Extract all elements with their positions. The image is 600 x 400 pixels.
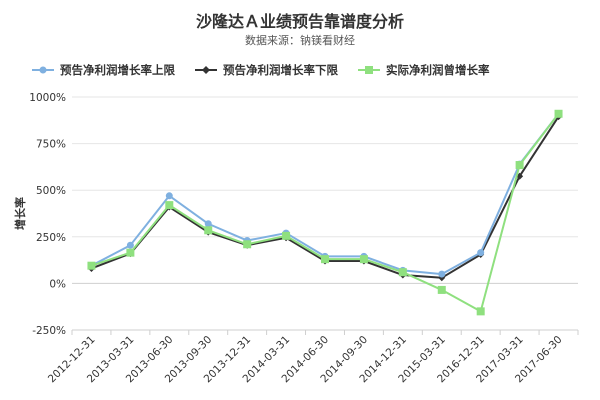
series-line-0 xyxy=(90,113,560,276)
data-point-2 xyxy=(515,161,524,170)
data-point-0 xyxy=(204,220,212,228)
y-tick-label: 500% xyxy=(36,185,66,197)
data-point-2 xyxy=(282,231,291,240)
data-point-0 xyxy=(438,270,446,278)
legend-item-upper[interactable]: 预告净利润增长率上限 xyxy=(32,62,175,78)
data-point-2 xyxy=(243,240,252,249)
data-point-2 xyxy=(204,226,213,235)
y-tick-label: 250% xyxy=(36,232,66,244)
data-point-2 xyxy=(321,255,329,264)
legend: 预告净利润增长率上限 预告净利润增长率下限 实际净利润曾增长率 xyxy=(32,62,490,78)
data-point-0 xyxy=(126,241,134,249)
legend-item-lower[interactable]: 预告净利润增长率下限 xyxy=(195,62,338,78)
data-point-2 xyxy=(554,109,563,118)
data-point-0 xyxy=(165,192,173,200)
legend-marker-actual xyxy=(358,66,380,74)
legend-label-lower: 预告净利润增长率下限 xyxy=(223,63,338,77)
y-tick-label: 750% xyxy=(36,139,66,151)
y-tick-label: 1000% xyxy=(29,92,66,104)
chart-title: 沙隆达Ａ业绩预告靠谱度分析 xyxy=(195,12,404,31)
legend-label-actual: 实际净利润曾增长率 xyxy=(386,63,490,77)
data-point-2 xyxy=(165,201,174,210)
legend-marker-lower xyxy=(195,66,217,74)
data-point-0 xyxy=(477,249,485,257)
legend-label-upper: 预告净利润增长率上限 xyxy=(60,63,175,77)
data-point-2 xyxy=(87,261,96,270)
data-point-2 xyxy=(476,307,485,316)
data-point-2 xyxy=(126,248,135,257)
data-point-2 xyxy=(437,285,446,294)
y-tick-label: -250% xyxy=(32,325,66,337)
chart-subtitle: 数据来源：钠镁看财经 xyxy=(245,34,355,47)
y-axis-label: 增长率 xyxy=(13,197,27,230)
y-tick-label: 0% xyxy=(49,278,66,290)
legend-marker-upper xyxy=(32,66,54,74)
data-point-2 xyxy=(398,268,407,277)
legend-item-actual[interactable]: 实际净利润曾增长率 xyxy=(358,62,490,78)
data-point-2 xyxy=(359,255,368,264)
